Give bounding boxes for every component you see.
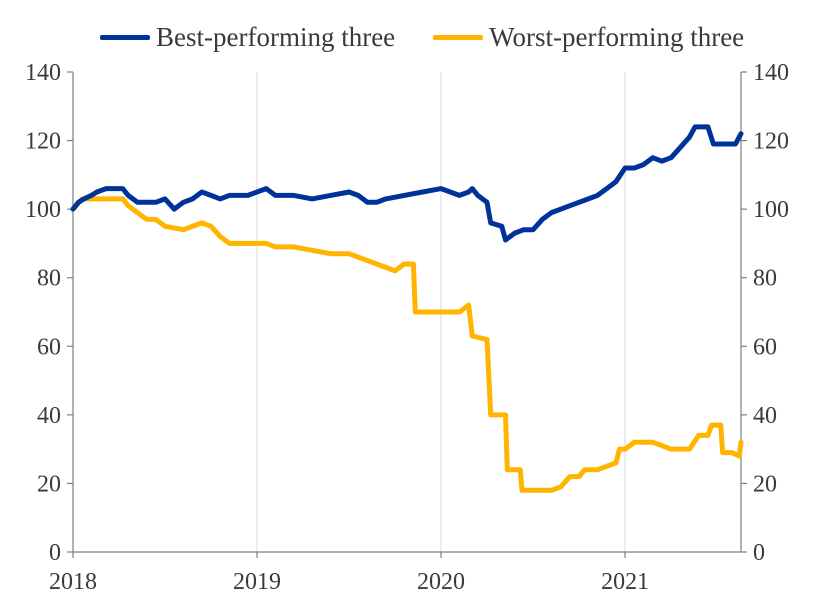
y-tick-label-right: 80 (753, 266, 777, 292)
x-tick-label: 2018 (49, 569, 97, 595)
legend-swatch-worst (433, 34, 484, 40)
x-tick-label: 2021 (601, 569, 649, 595)
chart-legend: Best-performing three Worst-performing t… (100, 20, 744, 54)
y-tick-label-right: 20 (753, 471, 777, 497)
y-tick-label-left: 60 (37, 334, 61, 360)
y-tick-label-left: 40 (37, 403, 61, 429)
y-tick-label-right: 0 (753, 540, 765, 566)
series-lines (70, 124, 744, 493)
y-tick-label-right: 140 (753, 60, 789, 86)
y-tick-label-right: 40 (753, 403, 777, 429)
y-tick-label-right: 100 (753, 197, 789, 223)
legend-label-worst: Worst-performing three (489, 21, 745, 52)
legend-swatch-best (100, 34, 150, 40)
series-line-best (70, 124, 744, 243)
y-tick-label-right: 60 (753, 334, 777, 360)
x-tick-label: 2019 (233, 569, 281, 595)
y-tick-label-left: 120 (25, 129, 61, 155)
axes (67, 71, 747, 558)
y-tick-label-right: 120 (753, 129, 789, 155)
y-tick-label-left: 100 (25, 197, 61, 223)
y-tick-label-left: 140 (25, 60, 61, 86)
y-tick-label-left: 80 (37, 266, 61, 292)
legend-item-worst: Worst-performing three (433, 22, 744, 53)
y-tick-label-left: 0 (49, 540, 61, 566)
legend-item-best: Best-performing three (100, 22, 395, 53)
legend-label-best: Best-performing three (156, 21, 396, 52)
y-tick-label-left: 20 (37, 471, 61, 497)
series-line-worst (70, 196, 744, 493)
x-tick-label: 2020 (417, 569, 465, 595)
